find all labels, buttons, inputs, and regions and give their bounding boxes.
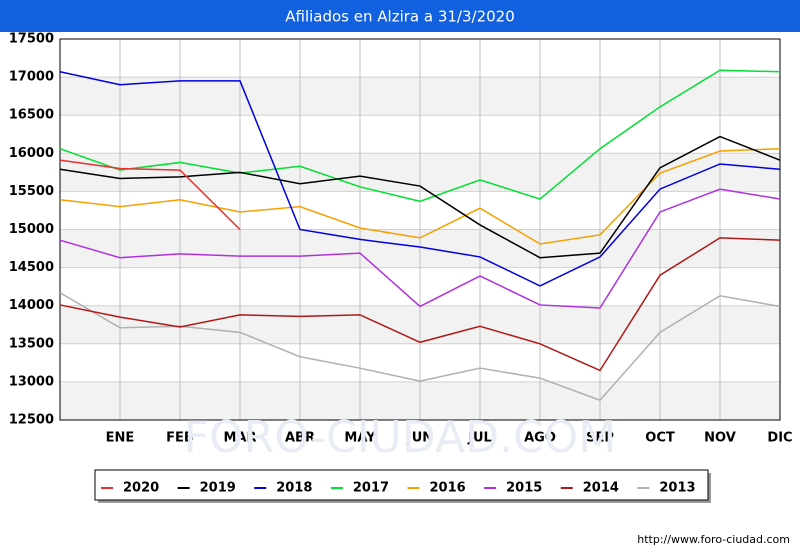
legend-label: 2020 xyxy=(123,481,159,496)
y-tick-label: 16000 xyxy=(9,146,54,161)
series-line xyxy=(59,188,781,309)
x-tick-label: FEB xyxy=(166,431,194,446)
series-line xyxy=(59,159,241,231)
y-tick-label: 15000 xyxy=(9,222,54,237)
series-line xyxy=(59,71,781,287)
y-tick-label: 12500 xyxy=(9,413,54,428)
chart-title: Afiliados en Alzira a 31/3/2020 xyxy=(285,8,515,26)
x-tick-label: JUL xyxy=(467,431,492,446)
y-tick-label: 13500 xyxy=(9,336,54,351)
series-line xyxy=(59,135,781,259)
x-tick-label: OCT xyxy=(645,431,675,446)
x-tick-label: NOV xyxy=(704,431,736,446)
x-tick-label: DIC xyxy=(767,431,792,446)
legend-label: 2013 xyxy=(659,481,695,496)
legend-label: 2015 xyxy=(506,481,542,496)
legend-label: 2019 xyxy=(200,481,236,496)
legend-label: 2016 xyxy=(430,481,466,496)
x-tick-label: SEP xyxy=(586,431,614,446)
x-tick-label: ABR xyxy=(285,431,315,446)
y-tick-label: 14500 xyxy=(9,260,54,275)
y-tick-label: 17000 xyxy=(9,70,54,85)
series-line xyxy=(59,69,781,203)
x-tick-label: MAY xyxy=(344,431,376,446)
plot-border xyxy=(59,38,781,421)
title-bar xyxy=(0,0,800,32)
y-tick-label: 16500 xyxy=(9,108,54,123)
watermark: FORO-CIUDAD.COM xyxy=(184,412,617,463)
y-tick-label: 14000 xyxy=(9,298,54,313)
y-tick-label: 13000 xyxy=(9,374,54,389)
legend-label: 2014 xyxy=(583,481,619,496)
source: http://www.foro-ciudad.com xyxy=(637,533,790,546)
y-tick-label: 15500 xyxy=(9,184,54,199)
legend-label: 2018 xyxy=(276,481,312,496)
x-tick-label: ENE xyxy=(106,431,135,446)
legend-box xyxy=(94,469,709,501)
y-tick-label: 17500 xyxy=(9,32,54,47)
x-tick-label: JUN xyxy=(406,431,433,446)
series-line xyxy=(59,147,781,245)
legend-label: 2017 xyxy=(353,481,389,496)
x-tick-label: AGO xyxy=(524,431,556,446)
series-line xyxy=(59,237,781,372)
x-tick-label: MAR xyxy=(223,431,256,446)
